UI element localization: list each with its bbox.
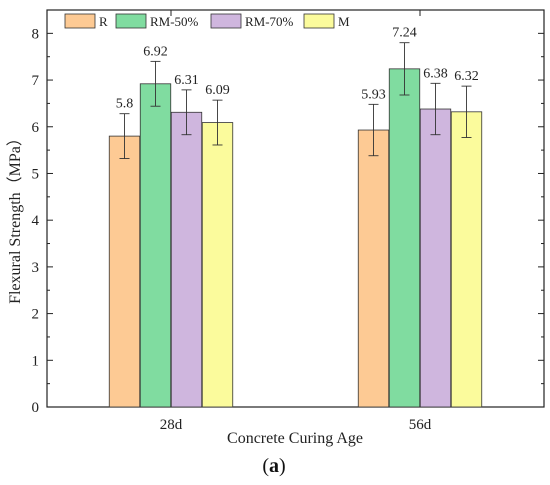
bar: [201, 122, 234, 408]
bar: [388, 68, 421, 408]
legend-swatch: [303, 13, 335, 29]
y-tick-label: 4: [32, 213, 40, 229]
y-axis-title: Flexural Strength（MPa）: [6, 130, 24, 304]
y-tick-label: 0: [32, 400, 40, 416]
x-tick-label: 28d: [160, 417, 183, 433]
legend-label: R: [99, 14, 108, 29]
data-label: 7.24: [392, 26, 417, 41]
data-label: 6.38: [423, 66, 448, 81]
bar: [357, 129, 390, 408]
legend-label: RM-50%: [150, 14, 199, 29]
panel-label-letter: a: [269, 455, 279, 477]
bar: [450, 111, 483, 408]
data-label: 6.92: [143, 44, 168, 59]
data-label: 5.93: [361, 87, 386, 102]
panel-label-open: (: [262, 455, 269, 477]
plot-area: 0 1 2 3 4 5 6 7 8 28d 5.8 6.92 6.31 6.09 56d 5.93 7.24 6.…: [32, 9, 545, 433]
y-tick-label: 6: [32, 120, 40, 136]
bar: [419, 108, 452, 408]
bar: [170, 111, 203, 408]
x-tick-label: 56d: [409, 417, 432, 433]
y-tick-label: 3: [32, 260, 40, 276]
plot-frame: [46, 9, 545, 408]
y-tick-label: 1: [32, 353, 40, 369]
bar: [108, 135, 141, 408]
data-label: 6.09: [205, 83, 230, 98]
panel-label-close: ): [279, 455, 286, 477]
y-tick-label: 7: [32, 73, 40, 89]
x-axis-title: Concrete Curing Age: [227, 430, 363, 447]
bar: [139, 83, 172, 408]
legend-label: RM-70%: [245, 14, 294, 29]
legend-swatch: [115, 13, 147, 29]
legend-swatch: [64, 13, 96, 29]
y-tick-label: 5: [32, 166, 40, 182]
y-tick-label: 8: [32, 26, 40, 42]
panel-label: (a): [262, 455, 285, 477]
y-tick-label: 2: [32, 307, 40, 323]
legend-label: M: [338, 14, 350, 29]
data-label: 5.8: [116, 97, 134, 112]
legend-swatch: [210, 13, 242, 29]
data-label: 6.32: [454, 69, 479, 84]
data-label: 6.31: [174, 73, 199, 88]
